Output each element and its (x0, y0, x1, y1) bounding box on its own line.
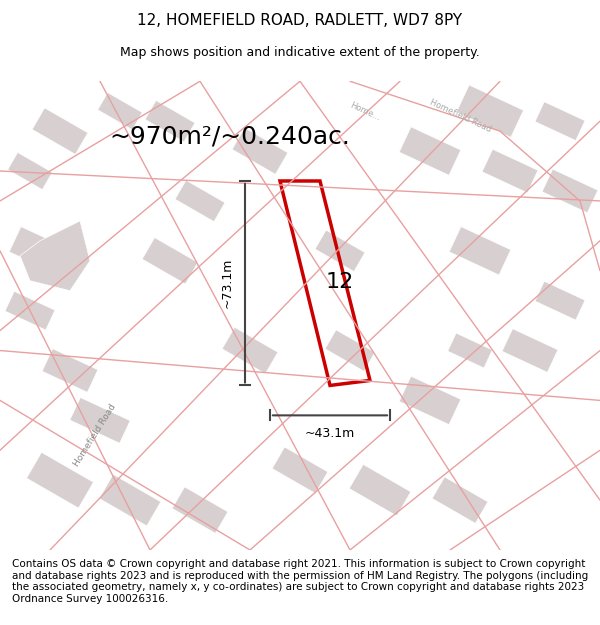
Text: Contains OS data © Crown copyright and database right 2021. This information is : Contains OS data © Crown copyright and d… (12, 559, 588, 604)
Polygon shape (272, 447, 328, 494)
Polygon shape (9, 226, 71, 275)
Polygon shape (175, 180, 225, 222)
Text: ~73.1m: ~73.1m (221, 258, 233, 308)
Polygon shape (42, 349, 98, 392)
Text: Map shows position and indicative extent of the property.: Map shows position and indicative extent… (120, 46, 480, 59)
Polygon shape (142, 238, 198, 284)
Polygon shape (145, 101, 195, 142)
Polygon shape (5, 291, 55, 330)
Text: 12: 12 (326, 272, 354, 292)
Polygon shape (325, 330, 375, 371)
Polygon shape (542, 169, 598, 212)
Polygon shape (432, 477, 488, 523)
Polygon shape (449, 226, 511, 275)
Polygon shape (8, 152, 52, 189)
Polygon shape (99, 474, 161, 526)
Text: Home...: Home... (348, 100, 382, 122)
Polygon shape (20, 221, 90, 291)
Polygon shape (70, 398, 130, 443)
Text: ~970m²/~0.240ac.: ~970m²/~0.240ac. (110, 124, 350, 148)
Polygon shape (502, 329, 558, 372)
Text: ~43.1m: ~43.1m (305, 427, 355, 440)
Polygon shape (482, 149, 538, 193)
Polygon shape (222, 328, 278, 374)
Text: Homefield Road: Homefield Road (428, 98, 492, 134)
Polygon shape (457, 85, 524, 138)
Text: 12, HOMEFIELD ROAD, RADLETT, WD7 8PY: 12, HOMEFIELD ROAD, RADLETT, WD7 8PY (137, 12, 463, 28)
Polygon shape (26, 452, 94, 508)
Polygon shape (32, 108, 88, 154)
Polygon shape (535, 102, 585, 141)
Polygon shape (399, 127, 461, 175)
Polygon shape (232, 127, 288, 174)
Polygon shape (349, 464, 411, 516)
Polygon shape (98, 92, 142, 130)
Text: Homefield Road: Homefield Road (72, 402, 118, 468)
Polygon shape (315, 230, 365, 271)
Polygon shape (535, 281, 585, 320)
Polygon shape (399, 376, 461, 424)
Polygon shape (448, 333, 493, 368)
Polygon shape (172, 487, 228, 533)
